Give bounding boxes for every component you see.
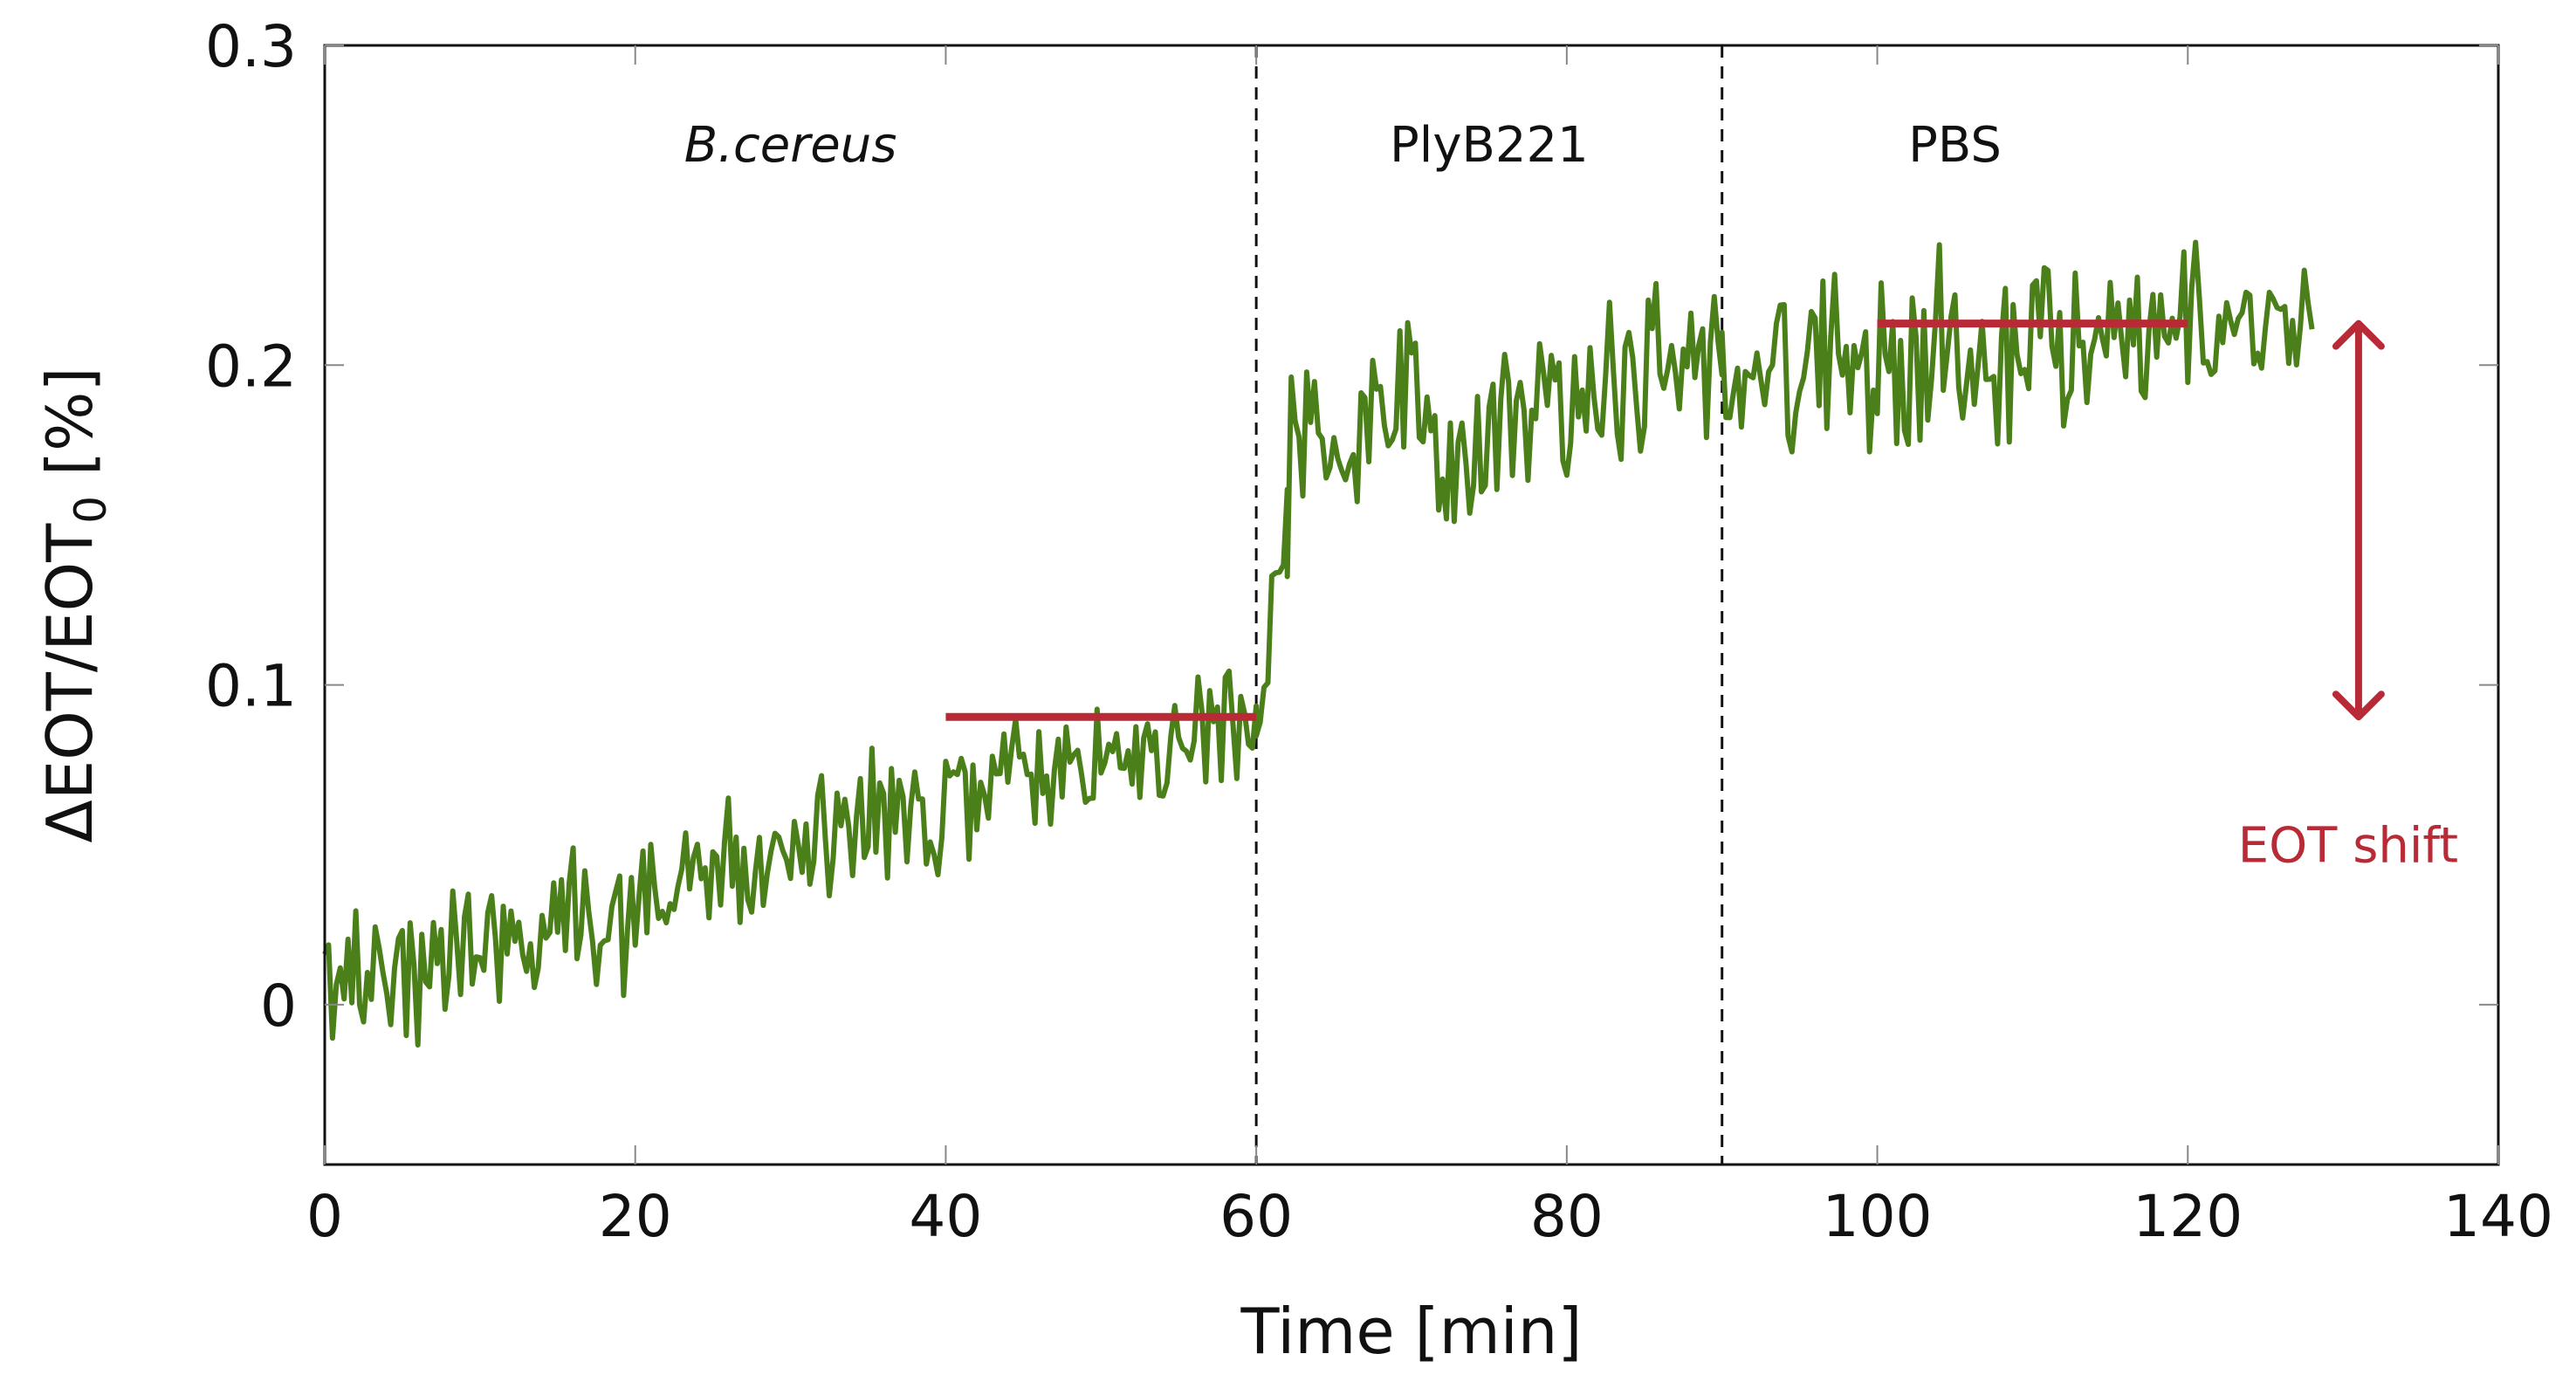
y-tick-label-3: 0.3 [205, 13, 297, 80]
labels: 0 20 40 60 80 100 120 140 0 0.1 0.2 0.3 B.cereus PlyB… [33, 13, 2553, 1368]
shift-arrow-head-up [2332, 320, 2385, 350]
phase-label-1: PlyB221 [1390, 117, 1589, 174]
y-tick-label-2: 0.2 [205, 333, 297, 400]
x-tick-label-6: 120 [2133, 1183, 2243, 1250]
y-axis-title: ΔEOT/EOT0 [%] [33, 367, 116, 842]
y-tick-label-0: 0 [260, 972, 297, 1040]
phase-label-0: B.cereus [684, 117, 897, 174]
x-tick-label-0: 0 [306, 1183, 343, 1250]
axes [323, 44, 2500, 1166]
plot-background [325, 45, 2498, 1165]
x-tick-label-4: 80 [1530, 1183, 1604, 1250]
y-axis-title-unit: [%] [33, 367, 106, 495]
shift-arrow-head-down [2332, 691, 2385, 721]
x-tick-label-7: 140 [2443, 1183, 2553, 1250]
x-tick-label-5: 100 [1823, 1183, 1933, 1250]
series-lines [322, 239, 2315, 1048]
x-tick-label-1: 20 [599, 1183, 672, 1250]
x-tick-label-3: 60 [1219, 1183, 1293, 1250]
x-tick-label-2: 40 [909, 1183, 982, 1250]
phase-label-2: PBS [1908, 117, 2002, 174]
plot-frame [323, 44, 2500, 1166]
series-line-0 [322, 239, 2315, 1048]
eot-shift-label: EOT shift [2238, 818, 2458, 875]
y-axis-title-main: ΔEOT/EOT [33, 523, 106, 843]
y-tick-label-1: 0.1 [205, 653, 297, 720]
annotations: EOT shift [945, 320, 2458, 875]
x-axis-title: Time [min] [1240, 1295, 1582, 1368]
plot-area [325, 45, 2498, 1165]
y-axis-title-subscript: 0 [65, 496, 116, 524]
